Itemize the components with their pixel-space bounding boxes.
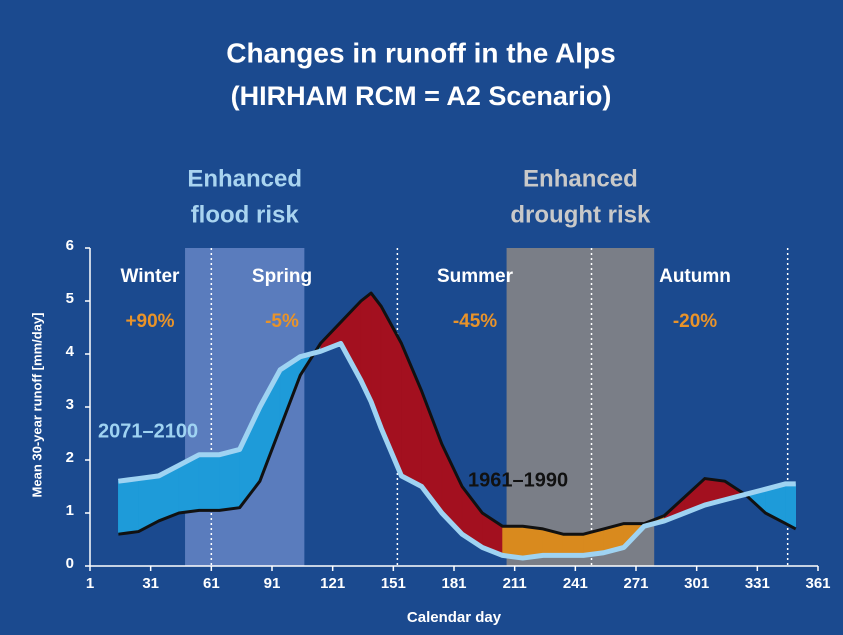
season-name: Autumn	[659, 266, 731, 287]
x-tick-label: 241	[563, 575, 588, 592]
series-label: 2071–2100	[98, 420, 198, 442]
band-label: Enhanced	[523, 165, 638, 192]
series-line	[117, 340, 796, 561]
season-name: Winter	[121, 266, 181, 287]
band-label: drought risk	[510, 201, 651, 228]
x-tick-label: 211	[503, 575, 527, 592]
difference-fill	[785, 483, 797, 530]
y-tick-label: 2	[66, 449, 74, 466]
band-label: Enhanced	[187, 165, 302, 192]
x-axis-label: Calendar day	[407, 609, 502, 626]
band-label: flood risk	[191, 201, 300, 228]
difference-fill	[421, 391, 443, 514]
series-line	[118, 291, 797, 536]
difference-fill	[118, 478, 139, 535]
x-tick-label: 331	[745, 575, 770, 592]
risk-band	[506, 248, 655, 566]
chart-title: Changes in runoff in the Alps	[226, 37, 615, 68]
x-tick-label: 121	[320, 575, 345, 592]
chart-subtitle: (HIRHAM RCM = A2 Scenario)	[231, 81, 612, 111]
x-tick-label: 31	[142, 575, 159, 592]
x-tick-label: 181	[441, 575, 466, 592]
season-change: -45%	[453, 311, 497, 332]
y-tick-label: 6	[66, 237, 74, 254]
x-tick-label: 61	[203, 575, 220, 592]
season-change: +90%	[125, 311, 174, 332]
y-tick-label: 4	[66, 343, 75, 360]
x-tick-label: 361	[805, 575, 830, 592]
difference-fill	[219, 449, 240, 511]
difference-fill	[198, 454, 220, 511]
season-change: -5%	[265, 311, 299, 332]
y-tick-label: 0	[66, 555, 74, 572]
series-label: 1961–1990	[468, 469, 568, 491]
y-tick-label: 3	[66, 396, 74, 413]
y-tick-label: 5	[66, 290, 74, 307]
season-name: Summer	[437, 266, 514, 287]
x-tick-label: 271	[623, 575, 648, 592]
difference-fill	[562, 533, 584, 556]
x-tick-label: 1	[86, 575, 94, 592]
x-tick-label: 151	[381, 575, 406, 592]
x-tick-label: 301	[684, 575, 709, 592]
y-axis-label: Mean 30-year runoff [mm/day]	[29, 313, 44, 498]
y-tick-label: 1	[66, 502, 74, 519]
season-name: Spring	[252, 266, 312, 287]
season-change: -20%	[673, 311, 717, 332]
x-tick-label: 91	[264, 575, 281, 592]
